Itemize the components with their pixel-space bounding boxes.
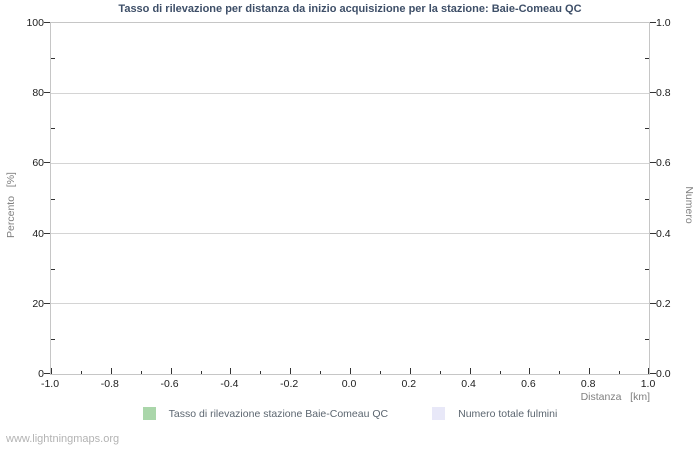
y-left-minor-tick: [51, 128, 55, 130]
y-axis-label-left: Percento [%]: [5, 172, 17, 238]
x-major-tick: [589, 368, 591, 374]
gridline: [51, 162, 649, 164]
legend-swatch-total-strokes: [432, 407, 446, 420]
x-tick-label: 0.6: [521, 378, 536, 390]
y-left-major-tick: [44, 302, 50, 304]
y-left-major-tick: [44, 22, 50, 23]
x-minor-tick: [439, 371, 441, 374]
y-left-minor-tick: [51, 58, 55, 60]
y-left-tick-label: 0: [38, 368, 44, 380]
x-tick-label: -0.8: [100, 378, 119, 390]
gridline: [51, 92, 649, 94]
y-right-minor-tick: [645, 58, 649, 60]
y-right-major-tick: [650, 22, 656, 23]
y-left-tick-label: 100: [26, 17, 44, 29]
x-minor-tick: [559, 371, 561, 374]
y-left-minor-tick: [51, 338, 55, 340]
x-minor-tick: [200, 371, 202, 374]
y-right-major-tick: [650, 162, 656, 164]
x-tick-label: 0.8: [580, 378, 596, 390]
y-left-tick-label: 40: [32, 227, 44, 240]
y-axis-label-right: Numero: [683, 186, 695, 224]
x-minor-tick: [320, 371, 322, 374]
x-minor-tick: [379, 371, 381, 374]
y-right-minor-tick: [645, 338, 649, 340]
watermark-text: www.lightningmaps.org: [6, 433, 120, 445]
x-tick-label: -1.0: [40, 378, 60, 390]
y-right-tick-label: 1.0: [656, 17, 671, 29]
y-left-tick-label: 60: [32, 157, 44, 170]
y-left-minor-tick: [51, 268, 55, 270]
y-right-tick-label: 0.2: [656, 297, 671, 310]
y-right-major-tick: [650, 373, 656, 374]
y-left-major-tick: [44, 92, 50, 94]
y-right-tick-label: 0.4: [656, 227, 671, 240]
legend-item-detection-rate: Tasso di rilevazione stazione Baie-Comea…: [142, 407, 389, 420]
legend-item-total-strokes: Numero totale fulmini: [432, 407, 557, 420]
x-tick-label: -0.6: [160, 378, 179, 390]
x-minor-tick: [260, 371, 262, 374]
x-tick-label: -0.2: [280, 378, 299, 390]
gridline: [51, 303, 649, 305]
x-tick-label: -0.4: [220, 378, 239, 390]
y-left-tick-label: 80: [32, 87, 44, 100]
x-tick-label: 0.4: [461, 378, 476, 390]
x-major-tick: [529, 368, 531, 374]
chart-title: Tasso di rilevazione per distanza da ini…: [118, 3, 582, 15]
y-right-tick-label: 0.8: [656, 87, 671, 100]
x-minor-tick: [80, 371, 82, 374]
plot-area: [44, 22, 656, 375]
y-right-minor-tick: [645, 268, 649, 270]
x-minor-tick: [140, 371, 142, 374]
y-left-major-tick: [44, 373, 50, 374]
x-major-tick: [648, 368, 649, 374]
x-axis-label: Distanza [km]: [580, 391, 650, 403]
x-major-tick: [469, 368, 471, 374]
x-major-tick: [409, 368, 411, 374]
x-major-tick: [110, 368, 112, 374]
legend-label-detection-rate: Tasso di rilevazione stazione Baie-Comea…: [168, 407, 389, 420]
gridline: [51, 233, 649, 235]
y-left-minor-tick: [51, 198, 55, 200]
y-right-minor-tick: [645, 198, 649, 200]
x-minor-tick: [619, 371, 621, 374]
legend-label-total-strokes: Numero totale fulmini: [458, 407, 558, 420]
y-left-major-tick: [44, 162, 50, 164]
y-left-major-tick: [44, 232, 50, 234]
x-major-tick: [290, 368, 292, 374]
x-major-tick: [170, 368, 172, 374]
y-right-major-tick: [650, 92, 656, 94]
y-right-tick-label: 0.6: [656, 157, 671, 170]
x-minor-tick: [499, 371, 501, 374]
x-major-tick: [230, 368, 232, 374]
x-major-tick: [350, 368, 351, 374]
y-right-minor-tick: [645, 128, 649, 130]
x-tick-label: 0.2: [401, 378, 417, 390]
x-tick-label: 1.0: [640, 378, 656, 390]
y-right-major-tick: [650, 232, 656, 234]
x-tick-label: 0.0: [341, 378, 357, 390]
y-left-tick-label: 20: [32, 297, 44, 310]
y-right-tick-label: 0.0: [656, 368, 671, 380]
y-right-major-tick: [650, 302, 656, 304]
legend: Tasso di rilevazione stazione Baie-Comea…: [0, 407, 700, 420]
legend-swatch-detection-rate: [142, 407, 156, 420]
x-major-tick: [51, 368, 52, 374]
